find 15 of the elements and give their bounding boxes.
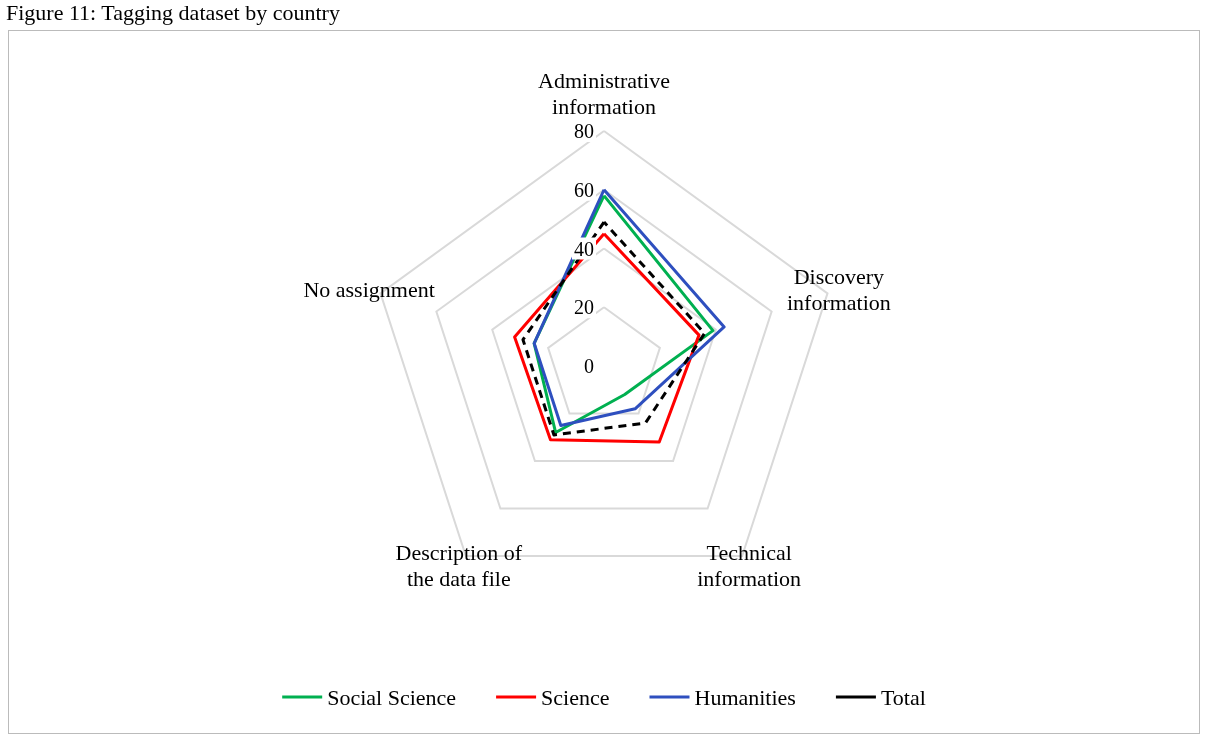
spoke-label: No assignment — [303, 277, 435, 303]
spoke-label: Technical information — [697, 540, 802, 592]
y-tick-label: 80 — [574, 120, 594, 142]
legend-label: Science — [541, 684, 610, 710]
legend-label: Humanities — [694, 684, 796, 710]
spoke-label: Description of the data file — [395, 540, 523, 592]
y-tick-label: 60 — [574, 178, 594, 201]
chart-title: Figure 11: Tagging dataset by country — [6, 0, 340, 26]
spoke-label: Discovery information — [786, 264, 891, 316]
legend-label: Total — [880, 684, 926, 710]
y-tick-label: 0 — [584, 355, 594, 377]
y-tick-label: 40 — [574, 237, 594, 260]
spoke-label: Administrative information — [538, 67, 670, 119]
y-tick-label: 20 — [574, 296, 594, 319]
legend-label: Social Science — [327, 684, 457, 710]
